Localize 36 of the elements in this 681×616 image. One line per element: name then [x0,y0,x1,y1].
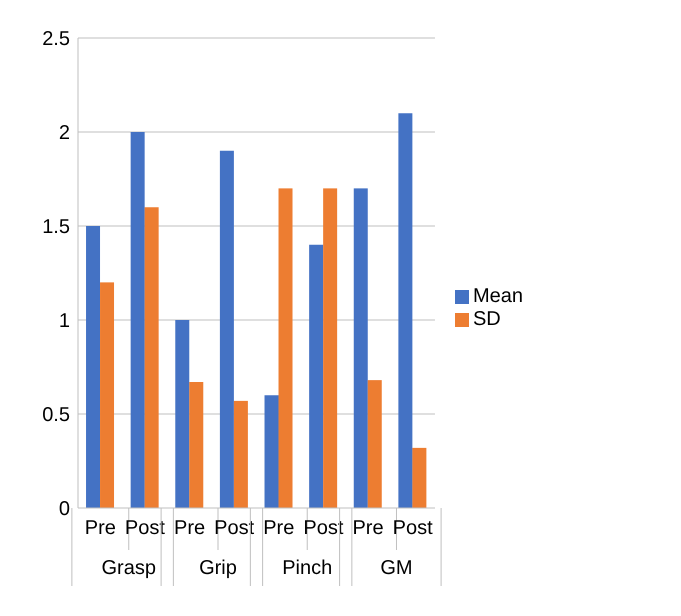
bar [278,188,293,508]
y-tick-label: 0 [58,498,70,520]
text: Grasp [102,557,156,579]
y-tick-label: 2 [58,122,70,144]
x-tick-label: Pre [84,517,116,539]
bar [368,380,382,508]
bar [100,282,114,508]
y-tick-label: 1.5 [42,216,70,238]
bar [175,320,190,508]
legend-label: SD [472,308,501,330]
bar [220,150,234,508]
text: Grip [199,557,237,579]
text: Pinch [282,557,332,579]
x-tick-label: Pre [352,517,384,539]
bar [144,207,159,508]
bar [354,188,368,508]
bar [323,188,338,508]
legend-label: Mean [472,285,523,307]
bar [189,382,204,508]
x-tick-label: Post [303,517,344,539]
bar [234,400,248,508]
y-tick-label: 1 [58,310,70,332]
x-tick-label: Post [392,517,434,539]
text: GM [380,557,413,579]
x-tick-label: Pre [174,517,206,539]
bar [130,132,145,508]
bar [264,395,279,508]
x-tick-label: Pre [263,517,294,539]
x-tick-label: Post [214,517,255,539]
y-tick-label: 2.5 [42,28,70,50]
x-tick-label: Post [124,517,166,539]
bar [309,244,324,508]
bar [398,113,412,508]
bar [86,226,100,508]
y-tick-label: 0.5 [42,404,70,426]
bar [412,448,426,508]
